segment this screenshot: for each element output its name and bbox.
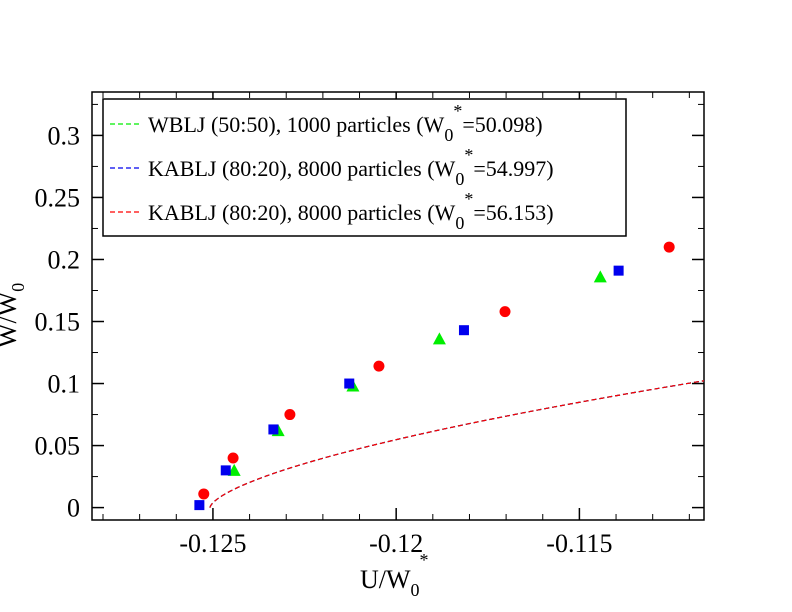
- data-point-square: [268, 424, 279, 435]
- legend-box: [102, 98, 627, 237]
- y-tick-label: 0: [67, 494, 80, 523]
- data-point-square: [613, 265, 624, 276]
- data-point-square: [220, 465, 231, 476]
- y-tick-label: 0.05: [35, 432, 81, 461]
- data-point-triangle: [593, 270, 607, 283]
- legend-entry: KABLJ (80:20), 8000 particles (W0*=56.15…: [148, 189, 554, 233]
- data-points: [194, 241, 675, 511]
- data-point-circle: [499, 306, 511, 318]
- y-axis-label: W/W0: [0, 283, 28, 348]
- legend: WBLJ (50:50), 1000 particles (W0*=50.098…: [102, 98, 627, 237]
- data-point-circle: [227, 452, 239, 464]
- data-point-triangle: [432, 332, 446, 345]
- y-tick-label: 0.1: [48, 370, 81, 399]
- data-point-triangle: [227, 463, 241, 476]
- series-curve: [209, 380, 705, 508]
- x-tick-label: -0.115: [546, 529, 612, 558]
- data-point-circle: [373, 360, 385, 372]
- data-point-circle: [284, 409, 296, 421]
- series-curves: [209, 380, 705, 508]
- series-curve: [209, 380, 705, 508]
- data-point-circle: [663, 241, 675, 253]
- legend-entry: WBLJ (50:50), 1000 particles (W0*=50.098…: [148, 101, 543, 145]
- x-axis-label: U/W0*: [360, 550, 429, 600]
- x-tick-label: -0.12: [369, 529, 423, 558]
- y-tick-label: 0.25: [35, 183, 81, 212]
- data-point-circle: [198, 488, 210, 500]
- y-tick-label: 0.2: [48, 245, 81, 274]
- axis-ticks: -0.125 -0.12 -0.115 0 0.05 0.1 0.15 0.2 0.25 0.3: [35, 92, 704, 558]
- series-curve: [209, 380, 705, 508]
- data-point-square: [458, 325, 469, 336]
- data-point-square: [344, 378, 355, 389]
- y-tick-label: 0.3: [48, 121, 81, 150]
- y-tick-label: 0.15: [35, 308, 81, 337]
- plot-frame: [91, 91, 705, 521]
- data-point-square: [194, 500, 205, 511]
- legend-entry: KABLJ (80:20), 8000 particles (W0*=54.99…: [148, 145, 554, 189]
- x-tick-label: -0.125: [179, 529, 246, 558]
